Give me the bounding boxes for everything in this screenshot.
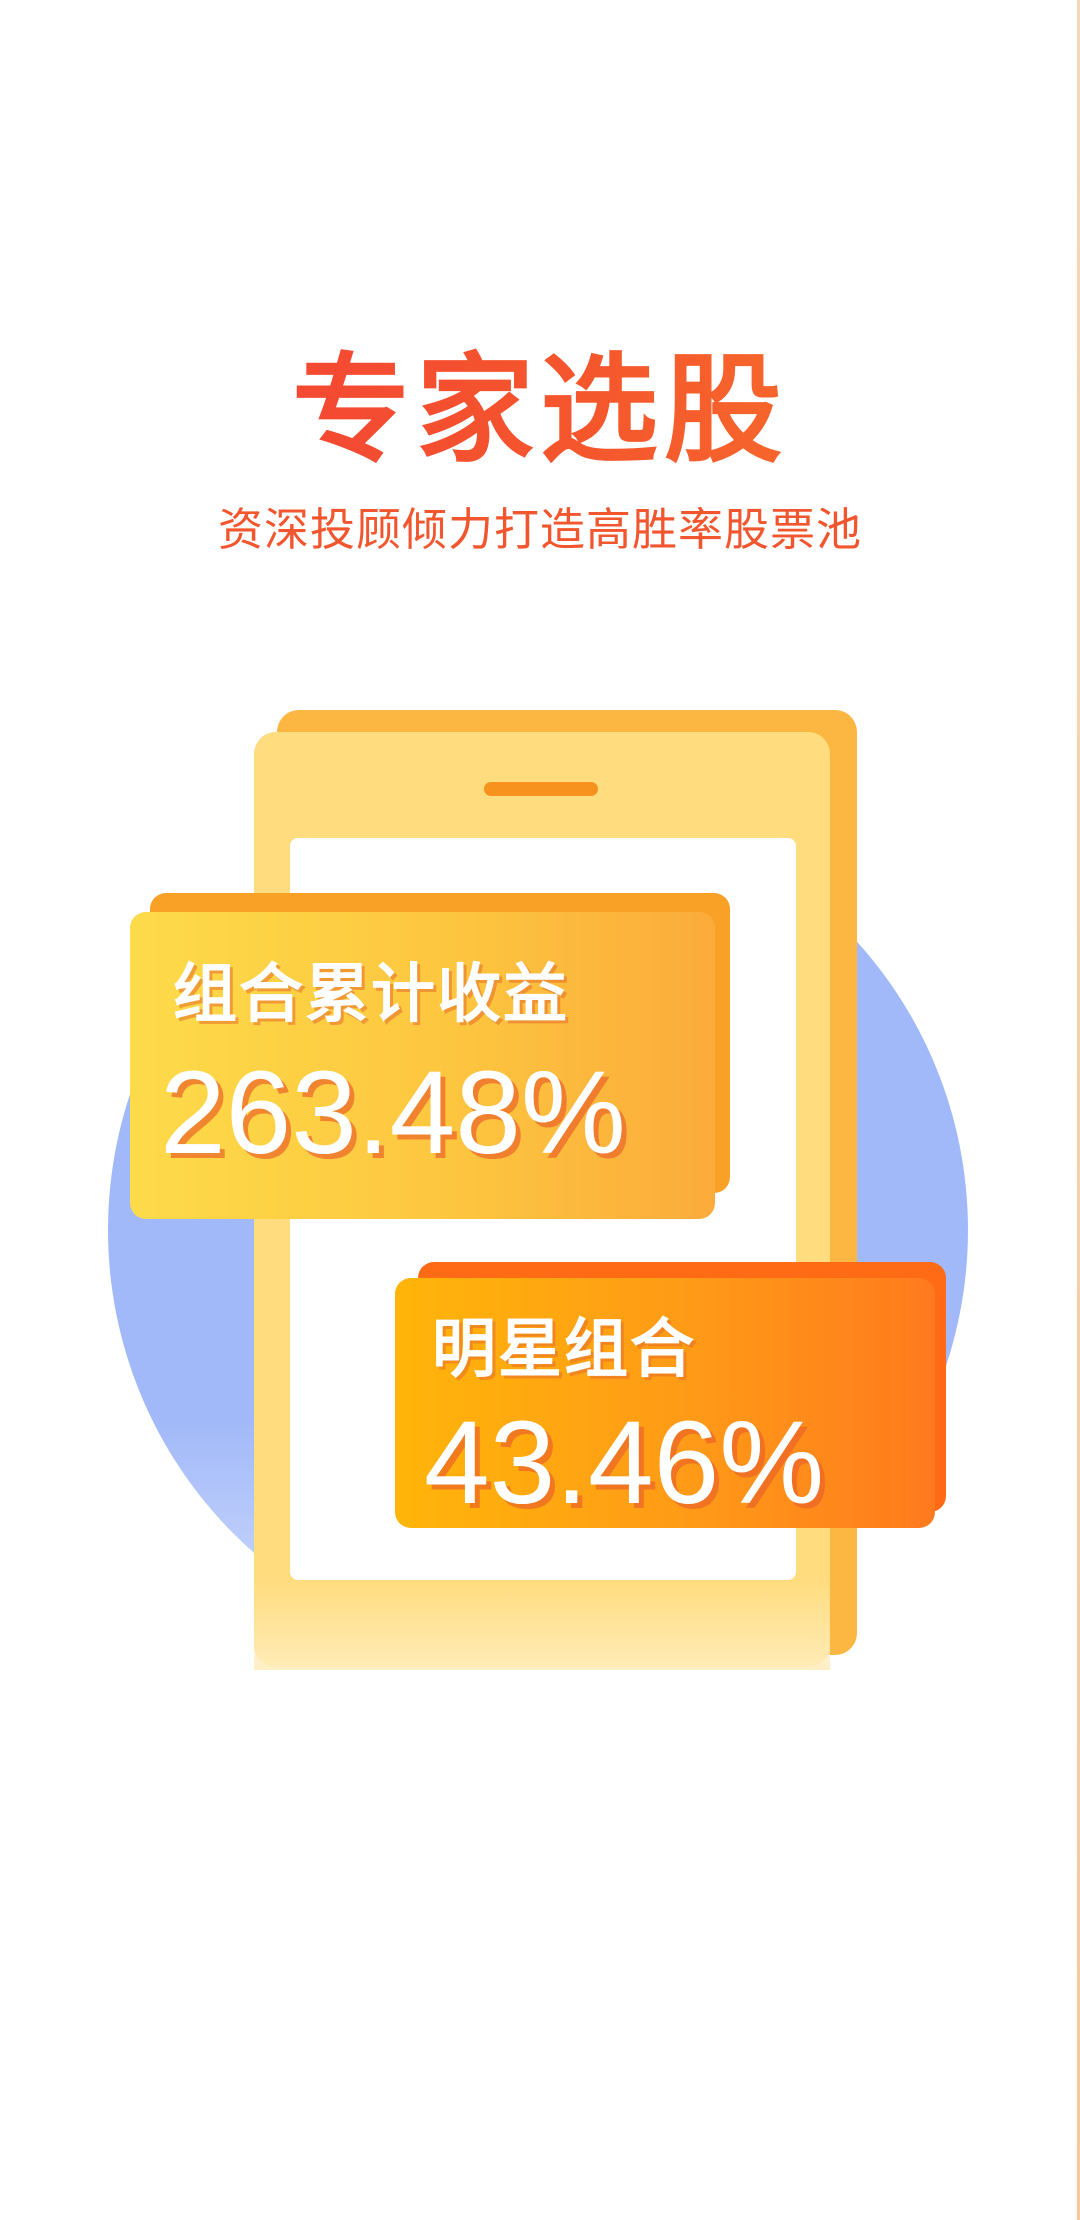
phone-speaker-icon: [484, 782, 598, 796]
card-cumulative-return-value: 263.48%: [160, 1047, 626, 1179]
card-star-portfolio-value: 43.46%: [424, 1397, 825, 1529]
right-edge-divider: [1077, 0, 1080, 2220]
card-star-portfolio: [395, 1278, 935, 1528]
page-title: 专家选股: [0, 345, 1080, 475]
card-star-portfolio-label: 明星组合: [432, 1313, 696, 1387]
card-cumulative-return-label: 组合累计收益: [173, 958, 569, 1032]
page-subtitle: 资深投顾倾力打造高胜率股票池: [217, 503, 862, 556]
phone-bottom-fade: [254, 1580, 830, 1670]
card-cumulative-return: [130, 912, 715, 1219]
